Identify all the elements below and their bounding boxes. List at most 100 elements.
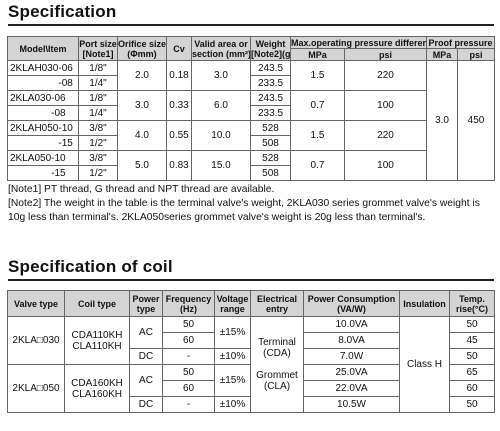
psi-cell: 220 — [343, 120, 428, 151]
header-orifice: Orifice size (Φmm) — [117, 36, 167, 61]
consumption-cell: 10.0VA — [303, 316, 400, 333]
port-cell: 1/4" — [78, 75, 118, 91]
header-proof-pressure: Proof pressure — [426, 36, 496, 49]
header-voltage-range: Voltage range — [214, 290, 251, 317]
header-frequency: Frequency (Hz) — [162, 290, 215, 317]
proof-mpa-cell: 3.0 — [426, 60, 459, 181]
frequency-cell: 60 — [162, 380, 215, 397]
model-cell: 2KLAH030-06 — [7, 60, 79, 76]
insulation-cell: Class H — [399, 316, 450, 413]
psi-cell: 100 — [343, 90, 428, 121]
cv-cell: 0.83 — [166, 150, 192, 181]
coil-title: Specification of coil — [8, 257, 173, 276]
coil-table: Valve type Coil type Power type Frequency… — [7, 290, 495, 413]
header-weight: Weight [Note2](g) — [250, 36, 291, 61]
header-power-consumption: Power Consumption (VA/W) — [303, 290, 400, 317]
port-cell: 1/2" — [78, 135, 118, 151]
consumption-cell: 22.0VA — [303, 380, 400, 397]
frequency-cell: 50 — [162, 364, 215, 381]
header-temp-rise: Temp. rise(°C) — [449, 290, 495, 317]
header-model: Model\Item — [7, 36, 79, 61]
power-type-cell: DC — [129, 348, 163, 365]
psi-cell: 100 — [343, 150, 428, 181]
table-row: 2KLA□030 CDA110KH CLA110KH AC 50 ±15% Ter… — [7, 316, 495, 413]
header-power-type: Power type — [129, 290, 163, 317]
orifice-cell: 2.0 — [117, 60, 167, 91]
model-cell: 2KLAH030-08 — [7, 75, 79, 91]
model-cell: 2KLA030-06 — [7, 90, 79, 106]
area-cell: 10.0 — [191, 120, 251, 151]
temp-cell: 65 — [449, 364, 495, 381]
spec-notes: [Note1] PT thread, G thread and NPT thre… — [8, 183, 492, 225]
temp-cell: 50 — [449, 348, 495, 365]
header-electrical-entry: Electrical entry — [250, 290, 304, 317]
port-cell: 1/8" — [78, 90, 118, 106]
spec-title-rule — [8, 24, 494, 26]
valve-type-cell: 2KLA□050 — [7, 364, 65, 413]
weight-cell: 528 — [250, 120, 291, 136]
spec-title: Specification — [8, 2, 117, 21]
area-cell: 15.0 — [191, 150, 251, 181]
consumption-cell: 10.5W — [303, 396, 400, 413]
model-cell: 2KLA030-08 — [7, 105, 79, 121]
table-row: 2KLA030-06 1/8" 3.0 0.33 6.0 243.5 0.7 1… — [7, 90, 495, 121]
port-cell: 1/2" — [78, 165, 118, 181]
frequency-cell: - — [162, 396, 215, 413]
header-cv: Cv — [166, 36, 192, 61]
header-coil-type: Coil type — [64, 290, 130, 317]
header-insulation: Insulation — [399, 290, 450, 317]
model-cell: 2KLA050-10 — [7, 150, 79, 166]
table-row: DC - ±10% 7.0W 50 — [8, 348, 495, 365]
header-port: Port size [Note1] — [78, 36, 118, 61]
frequency-cell: - — [162, 348, 215, 365]
orifice-cell: 5.0 — [117, 150, 167, 181]
area-cell: 6.0 — [191, 90, 251, 121]
port-cell: 1/8" — [78, 60, 118, 76]
weight-cell: 508 — [250, 165, 291, 181]
coil-type-cell: CDA110KH CLA110KH — [64, 316, 130, 365]
table-row: DC - ±10% 10.5W 50 — [8, 396, 495, 413]
weight-cell: 243.5 — [250, 60, 291, 76]
weight-cell: 233.5 — [250, 105, 291, 121]
temp-cell: 60 — [449, 380, 495, 397]
temp-cell: 50 — [449, 316, 495, 333]
table-row: 2KLAH050-15 1/2" 508 — [7, 135, 495, 151]
orifice-cell: 4.0 — [117, 120, 167, 151]
power-type-cell: AC — [129, 364, 163, 397]
frequency-cell: 50 — [162, 316, 215, 333]
port-cell: 1/4" — [78, 105, 118, 121]
table-row: 2KLA050-15 1/2" 508 — [7, 165, 495, 181]
power-type-cell: DC — [129, 396, 163, 413]
note-2: [Note2] The weight in the table is the t… — [8, 198, 480, 223]
temp-cell: 45 — [449, 332, 495, 349]
weight-cell: 528 — [250, 150, 291, 166]
header-proof-psi: psi — [457, 48, 496, 61]
proof-psi-cell: 450 — [457, 60, 496, 181]
coil-title-rule — [8, 279, 494, 281]
spec-table: Model\Item Port size [Note1] Orifice size… — [7, 36, 496, 181]
table-row: 2KLAH030-06 1/8" 2.0 0.18 3.0 243.5 1.5 … — [7, 60, 496, 181]
consumption-cell: 25.0VA — [303, 364, 400, 381]
mpa-cell: 0.7 — [290, 90, 345, 121]
valve-type-cell: 2KLA□030 — [7, 316, 65, 365]
table-row: 2KLA050-10 3/8" 5.0 0.83 15.0 528 0.7 10… — [7, 150, 495, 181]
voltage-range-cell: ±10% — [214, 348, 251, 365]
orifice-cell: 3.0 — [117, 90, 167, 121]
voltage-range-cell: ±10% — [214, 396, 251, 413]
model-cell: 2KLAH050-15 — [7, 135, 79, 151]
header-valve-type: Valve type — [7, 290, 65, 317]
port-cell: 3/8" — [78, 120, 118, 136]
model-cell: 2KLA050-15 — [7, 165, 79, 181]
psi-cell: 220 — [343, 60, 428, 91]
table-row: 2KLA□050 CDA160KH CLA160KH AC 50 ±15% 25.… — [7, 364, 495, 413]
weight-cell: 243.5 — [250, 90, 291, 106]
consumption-cell: 7.0W — [303, 348, 400, 365]
header-max-pressure: Max.operating pressure differentia — [289, 36, 428, 49]
cv-cell: 0.55 — [166, 120, 192, 151]
header-proof-mpa: MPa — [426, 48, 459, 61]
temp-cell: 50 — [449, 396, 495, 413]
area-cell: 3.0 — [191, 60, 251, 91]
header-valid-area: Valid area or section (mm²) — [191, 36, 251, 61]
consumption-cell: 8.0VA — [303, 332, 400, 349]
model-cell: 2KLAH050-10 — [7, 120, 79, 136]
